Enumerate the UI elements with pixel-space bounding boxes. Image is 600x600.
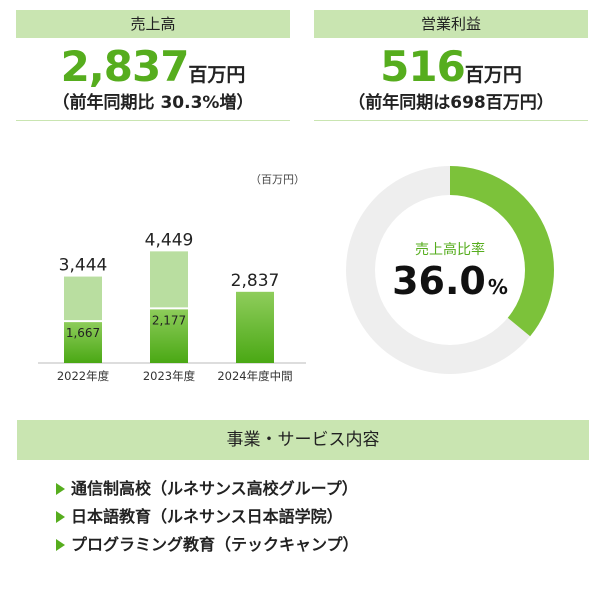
donut-label: 売上高比率 [415, 241, 485, 258]
operating-profit-title: 営業利益 [314, 10, 588, 38]
sales-value: 2,837 [60, 42, 190, 91]
service-label: 通信制高校（ルネサンス高校グループ） [71, 479, 358, 498]
donut-hole [375, 195, 525, 345]
triangle-right-icon [56, 539, 65, 551]
sales-bar-chart: （百万円） 1,667 3,444 2022年度 2,177 4,449 2023年度 2,8… [38, 173, 306, 383]
service-item-japanese-school: 日本語教育（ルネサンス日本語学院） [56, 503, 359, 531]
operating-profit-value: 516 [380, 42, 466, 91]
total-value-label: 4,449 [145, 230, 194, 250]
category-label: 2024年度中間 [217, 369, 292, 383]
unit-label: （百万円） [250, 173, 305, 186]
operating-profit-note: （前年同期は698百万円） [348, 93, 554, 113]
total-value-label: 3,444 [59, 256, 108, 276]
service-item-programming: プログラミング教育（テックキャンプ） [56, 531, 359, 559]
category-label: 2023年度 [143, 369, 196, 383]
donut-value: 36.0% [392, 259, 508, 303]
bar-segment-light [64, 276, 102, 322]
services-list: 通信制高校（ルネサンス高校グループ） 日本語教育（ルネサンス日本語学院） プログ… [56, 475, 359, 559]
operating-profit-unit: 百万円 [464, 64, 522, 86]
sales-kpi: 売上高 2,837百万円 （前年同期比 30.3%増） [16, 10, 290, 121]
donut-value-number: 36.0 [392, 259, 486, 303]
bar-segment-dark [150, 308, 188, 363]
bar-layer: （百万円） 1,667 3,444 2022年度 2,177 4,449 2023年度 2,8… [38, 173, 306, 383]
bar-segment-dark [236, 291, 274, 363]
sales-value-row: 2,837百万円 [16, 42, 290, 91]
operating-profit-value-row: 516百万円 [314, 42, 588, 91]
bar-segment-dark [64, 321, 102, 363]
services-title: 事業・サービス内容 [17, 420, 589, 460]
sales-divider [16, 120, 290, 121]
sales-title: 売上高 [16, 10, 290, 38]
operating-profit-divider [314, 120, 588, 121]
total-value-label: 2,837 [231, 271, 280, 291]
sales-unit: 百万円 [188, 64, 246, 86]
service-label: 日本語教育（ルネサンス日本語学院） [71, 507, 343, 526]
bar-segment-light [150, 251, 188, 309]
service-item-high-school: 通信制高校（ルネサンス高校グループ） [56, 475, 359, 503]
triangle-right-icon [56, 483, 65, 495]
triangle-right-icon [56, 511, 65, 523]
category-label: 2022年度 [57, 369, 110, 383]
operating-profit-kpi: 営業利益 516百万円 （前年同期は698百万円） [314, 10, 588, 121]
inner-value-label: 2,177 [152, 313, 186, 327]
service-label: プログラミング教育（テックキャンプ） [71, 535, 359, 554]
sales-note: （前年同期比 30.3%増） [52, 93, 254, 113]
donut-value-unit: % [488, 275, 508, 299]
inner-value-label: 1,667 [66, 326, 100, 340]
